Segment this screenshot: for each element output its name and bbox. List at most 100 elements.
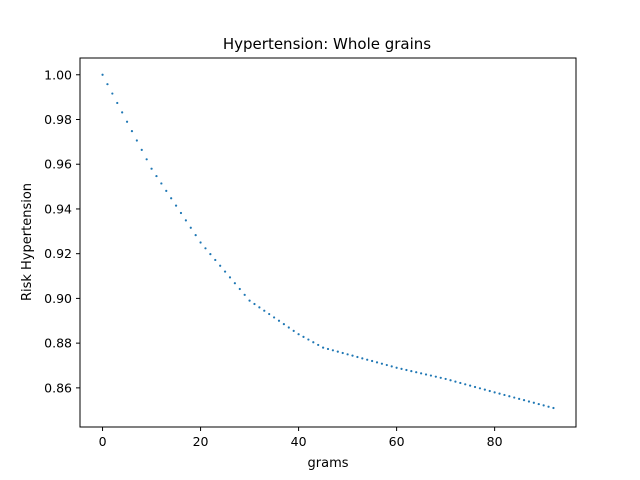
- data-point: [130, 130, 134, 133]
- data-point: [174, 204, 178, 207]
- data-point: [415, 371, 418, 374]
- data-point: [537, 402, 540, 406]
- data-point: [464, 383, 467, 386]
- data-point: [228, 276, 232, 279]
- data-point: [302, 335, 305, 338]
- data-point: [297, 333, 300, 336]
- data-point: [160, 182, 163, 185]
- data-point: [478, 387, 482, 390]
- data-point: [282, 323, 285, 326]
- data-point: [385, 363, 388, 367]
- data-point: [356, 355, 359, 359]
- data-point: [219, 264, 222, 267]
- chart-title: Hypertension: Whole grains: [223, 35, 431, 53]
- data-point: [277, 319, 281, 322]
- data-point: [518, 397, 521, 400]
- data-point: [493, 391, 496, 394]
- data-point: [439, 376, 442, 379]
- x-tick-label: 20: [193, 434, 209, 449]
- data-point: [140, 148, 143, 152]
- data-point: [312, 341, 315, 344]
- data-point: [194, 234, 197, 237]
- data-point: [199, 241, 202, 244]
- data-point: [150, 167, 153, 170]
- data-point: [243, 293, 246, 296]
- y-tick-label: 0.92: [44, 246, 72, 261]
- data-point: [336, 350, 339, 353]
- data-point: [449, 379, 452, 382]
- y-tick-label: 0.90: [44, 291, 72, 306]
- data-point: [111, 92, 114, 95]
- data-points: [101, 73, 555, 410]
- data-point: [307, 338, 310, 341]
- data-point: [233, 282, 236, 285]
- data-point: [125, 120, 129, 123]
- data-point: [390, 365, 393, 368]
- data-point: [454, 380, 457, 383]
- data-point: [204, 247, 207, 250]
- x-tick-label: 80: [487, 434, 503, 449]
- data-point: [101, 73, 104, 76]
- plot-frame: [79, 57, 577, 428]
- y-tick-label: 0.96: [44, 157, 72, 172]
- x-tick-label: 40: [291, 434, 307, 449]
- data-point: [209, 253, 212, 256]
- y-axis-label: Risk Hypertension: [20, 183, 35, 301]
- data-point: [371, 359, 374, 363]
- data-point: [238, 287, 241, 291]
- data-point: [292, 329, 295, 332]
- x-axis-label: grams: [308, 456, 349, 471]
- data-point: [351, 354, 354, 357]
- x-tick-label: 60: [389, 434, 405, 449]
- data-point: [165, 189, 168, 192]
- data-point: [366, 358, 369, 361]
- y-tick-label: 0.88: [44, 336, 72, 351]
- data-point: [317, 343, 320, 347]
- data-point: [287, 326, 290, 329]
- data-point: [145, 158, 148, 161]
- y-tick-label: 0.86: [44, 380, 72, 395]
- data-point: [473, 385, 477, 389]
- y-tick-label: 0.94: [44, 201, 72, 216]
- data-point: [395, 366, 398, 369]
- data-point: [552, 406, 555, 410]
- y-tick-label: 1.00: [44, 67, 72, 82]
- data-point: [361, 357, 364, 360]
- data-point: [322, 346, 325, 349]
- data-point: [272, 316, 276, 319]
- data-point: [405, 368, 408, 372]
- data-point: [268, 312, 271, 316]
- data-point: [503, 393, 506, 397]
- data-point: [400, 367, 403, 370]
- data-point: [155, 174, 158, 178]
- data-point: [223, 270, 227, 273]
- data-point: [341, 351, 344, 355]
- data-point: [527, 400, 531, 403]
- data-point: [258, 306, 261, 309]
- data-point: [434, 375, 437, 378]
- data-point: [522, 399, 526, 402]
- data-point: [469, 384, 472, 387]
- data-point: [121, 111, 124, 114]
- data-point: [459, 381, 462, 385]
- data-point: [444, 377, 447, 381]
- data-point: [375, 361, 379, 364]
- data-point: [248, 299, 251, 302]
- data-point: [326, 347, 330, 351]
- data-point: [429, 374, 433, 377]
- data-point: [346, 353, 349, 356]
- data-point: [253, 302, 256, 306]
- data-point: [170, 197, 173, 200]
- data-point: [488, 389, 491, 393]
- data-point: [498, 392, 501, 395]
- data-point: [135, 139, 138, 142]
- data-point: [410, 369, 413, 373]
- data-point: [420, 372, 423, 375]
- x-tick-label: 0: [99, 434, 107, 449]
- data-point: [483, 388, 486, 391]
- x-axis-ticks: 0 20 40 60 80: [99, 427, 503, 449]
- data-point: [106, 83, 109, 86]
- data-point: [542, 404, 545, 407]
